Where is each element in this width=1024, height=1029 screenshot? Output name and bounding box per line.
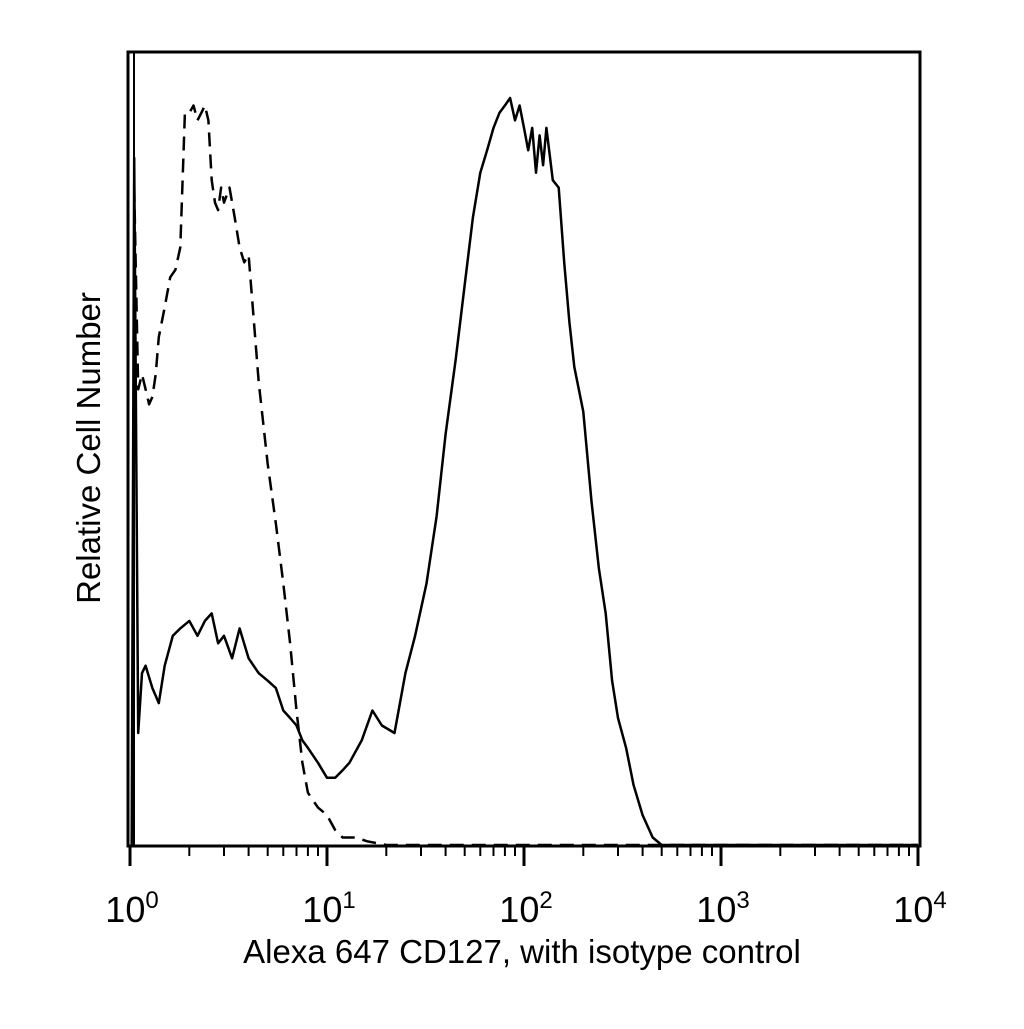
cd127-stained-curve [130, 96, 918, 847]
x-axis-label: Alexa 647 CD127, with isotype control [243, 933, 801, 970]
x-tick-label: 101 [302, 887, 355, 930]
x-axis-ticks [128, 846, 920, 866]
x-tick-label: 103 [696, 887, 749, 930]
series-layer [130, 96, 918, 847]
plot-frame [126, 50, 922, 848]
x-tick-label: 104 [893, 887, 946, 930]
x-tick-label: 100 [105, 887, 158, 930]
isotype-control-curve [132, 104, 918, 847]
x-tick-label: 102 [499, 887, 552, 930]
y-axis-label: Relative Cell Number [70, 292, 107, 604]
